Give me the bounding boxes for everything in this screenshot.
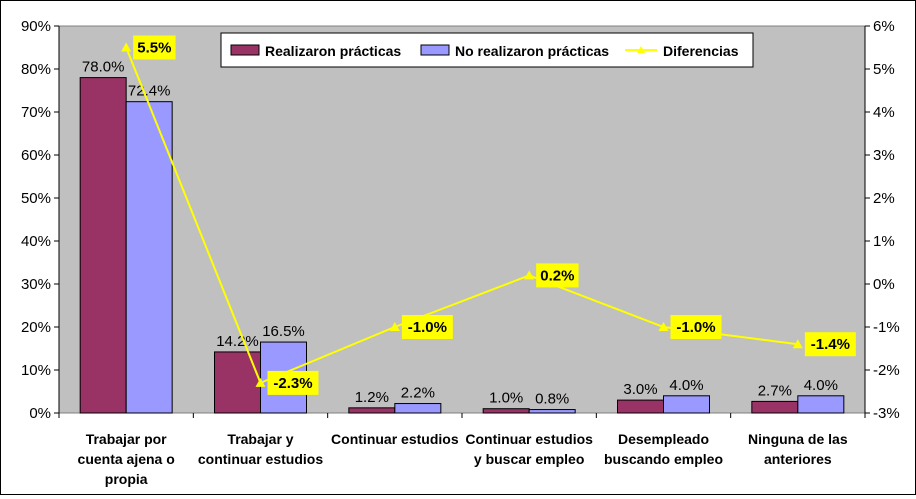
category-label: y buscar empleo bbox=[474, 451, 585, 467]
bar bbox=[348, 407, 396, 414]
left-tick-label: 60% bbox=[21, 147, 51, 164]
left-tick-label: 20% bbox=[21, 319, 51, 336]
category-label: Continuar estudios bbox=[465, 431, 593, 447]
bar bbox=[617, 399, 664, 414]
bar-value-label: 72.4% bbox=[128, 83, 171, 100]
right-tick-label: -1% bbox=[873, 319, 900, 336]
right-tick-label: -2% bbox=[873, 362, 900, 379]
diff-point bbox=[524, 270, 535, 280]
diff-value-label: -1.0% bbox=[676, 319, 715, 336]
right-tick-label: -3% bbox=[873, 405, 900, 422]
bar-value-label: 1.2% bbox=[355, 389, 389, 406]
right-tick-label: 0% bbox=[873, 276, 895, 293]
bar bbox=[751, 400, 799, 414]
bar bbox=[528, 409, 576, 414]
left-tick-label: 0% bbox=[29, 405, 51, 422]
bar bbox=[79, 77, 127, 414]
bar bbox=[482, 408, 530, 414]
right-tick-label: 2% bbox=[873, 190, 895, 207]
left-tick-label: 70% bbox=[21, 104, 51, 121]
right-tick-label: 4% bbox=[873, 104, 895, 121]
bar-value-label: 0.8% bbox=[535, 391, 569, 408]
diff-label-box bbox=[670, 315, 722, 339]
diff-label-box bbox=[804, 332, 856, 357]
left-tick-label: 40% bbox=[21, 233, 51, 250]
category-label: Desempleado bbox=[618, 431, 709, 447]
bar-value-label: 1.0% bbox=[489, 390, 523, 407]
diff-label-box bbox=[133, 35, 176, 60]
bar-value-label: 3.0% bbox=[623, 381, 657, 398]
bar-labels: 78.0% 14.2% 1.2% 1.0% 3.0% 2.7% 72.4% 16.5% 2.2%… bbox=[82, 59, 838, 408]
diff-point bbox=[792, 339, 803, 349]
bar bbox=[125, 101, 173, 414]
category-label: Trabajar por bbox=[86, 431, 167, 447]
left-tick-label: 90% bbox=[21, 18, 51, 35]
right-tick-label: 6% bbox=[873, 18, 895, 35]
diff-line: 5.5% -2.3% -1.0% 0.2% -1.0% -1.4% bbox=[121, 35, 856, 395]
category-label: anteriores bbox=[764, 451, 832, 467]
left-tick-label: 50% bbox=[21, 190, 51, 207]
category-label: continuar estudios bbox=[198, 451, 323, 467]
diff-point bbox=[658, 322, 669, 331]
category-label: cuenta ajena o bbox=[78, 451, 175, 467]
bar bbox=[214, 351, 261, 414]
legend-swatch-realizaron bbox=[230, 44, 260, 56]
bars bbox=[79, 77, 845, 414]
plot-area bbox=[58, 25, 866, 414]
diff-label-box bbox=[267, 370, 319, 395]
right-tick-label: 3% bbox=[873, 147, 895, 164]
diff-label-box bbox=[401, 315, 453, 339]
bar-value-label: 2.2% bbox=[401, 385, 435, 402]
left-axis: 0% 10% 20% 30% 40% 50% 60% 70% 80% 90% bbox=[21, 18, 866, 422]
left-tick-label: 80% bbox=[21, 61, 51, 78]
bar bbox=[394, 403, 442, 414]
right-axis: -3% -2% -1% 0% 1% 2% 3% 4% 5% 6% bbox=[864, 18, 900, 422]
legend-label-no-realizaron: No realizaron prácticas bbox=[455, 43, 609, 59]
diff-value-label: 0.2% bbox=[540, 267, 574, 284]
diff-point bbox=[121, 42, 132, 52]
bar-value-label: 16.5% bbox=[262, 323, 305, 340]
legend: Realizaron prácticas No realizaron práct… bbox=[220, 32, 754, 68]
diff-value-label: -1.0% bbox=[408, 319, 447, 336]
legend-swatch-no-realizaron bbox=[420, 44, 450, 56]
diff-point bbox=[389, 322, 400, 331]
diff-value-label: -2.3% bbox=[273, 375, 312, 392]
category-label: buscando empleo bbox=[604, 451, 723, 467]
category-label: Continuar estudios bbox=[331, 431, 459, 447]
diff-value-label: -1.4% bbox=[811, 336, 850, 353]
right-tick-label: 5% bbox=[873, 61, 895, 78]
bar bbox=[663, 395, 710, 414]
diff-value-label: 5.5% bbox=[137, 40, 171, 57]
bar-value-label: 4.0% bbox=[669, 377, 703, 394]
legend-marker-diferencias bbox=[637, 46, 645, 53]
category-label: propia bbox=[105, 471, 148, 487]
category-label: Ninguna de las bbox=[748, 431, 848, 447]
legend-label-diferencias: Diferencias bbox=[663, 43, 739, 59]
category-label: Trabajar y bbox=[227, 431, 293, 447]
right-tick-label: 1% bbox=[873, 233, 895, 250]
legend-box bbox=[220, 32, 754, 68]
category-labels: Trabajar por cuenta ajena o propia Trabajar… bbox=[78, 431, 848, 487]
bar-value-label: 14.2% bbox=[216, 333, 259, 350]
diff-label-box bbox=[536, 263, 579, 288]
legend-label-realizaron: Realizaron prácticas bbox=[265, 43, 401, 59]
left-tick-label: 30% bbox=[21, 276, 51, 293]
diff-point bbox=[255, 377, 266, 387]
bar-value-label: 78.0% bbox=[82, 59, 125, 76]
bar-value-label: 2.7% bbox=[758, 382, 792, 399]
bar-value-label: 4.0% bbox=[804, 377, 838, 394]
bar bbox=[797, 395, 845, 414]
left-tick-label: 10% bbox=[21, 362, 51, 379]
